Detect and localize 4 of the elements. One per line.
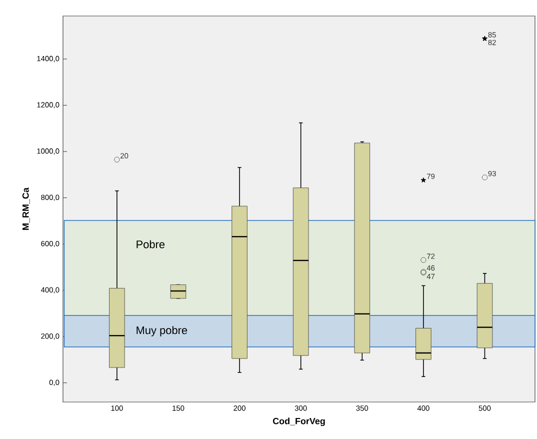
- band-label: Pobre: [136, 240, 165, 248]
- x-axis-title: Cod_ForVeg: [272, 418, 325, 426]
- y-axis-title: M_RM_Ca: [22, 188, 30, 230]
- band-label: Muy pobre: [136, 326, 188, 336]
